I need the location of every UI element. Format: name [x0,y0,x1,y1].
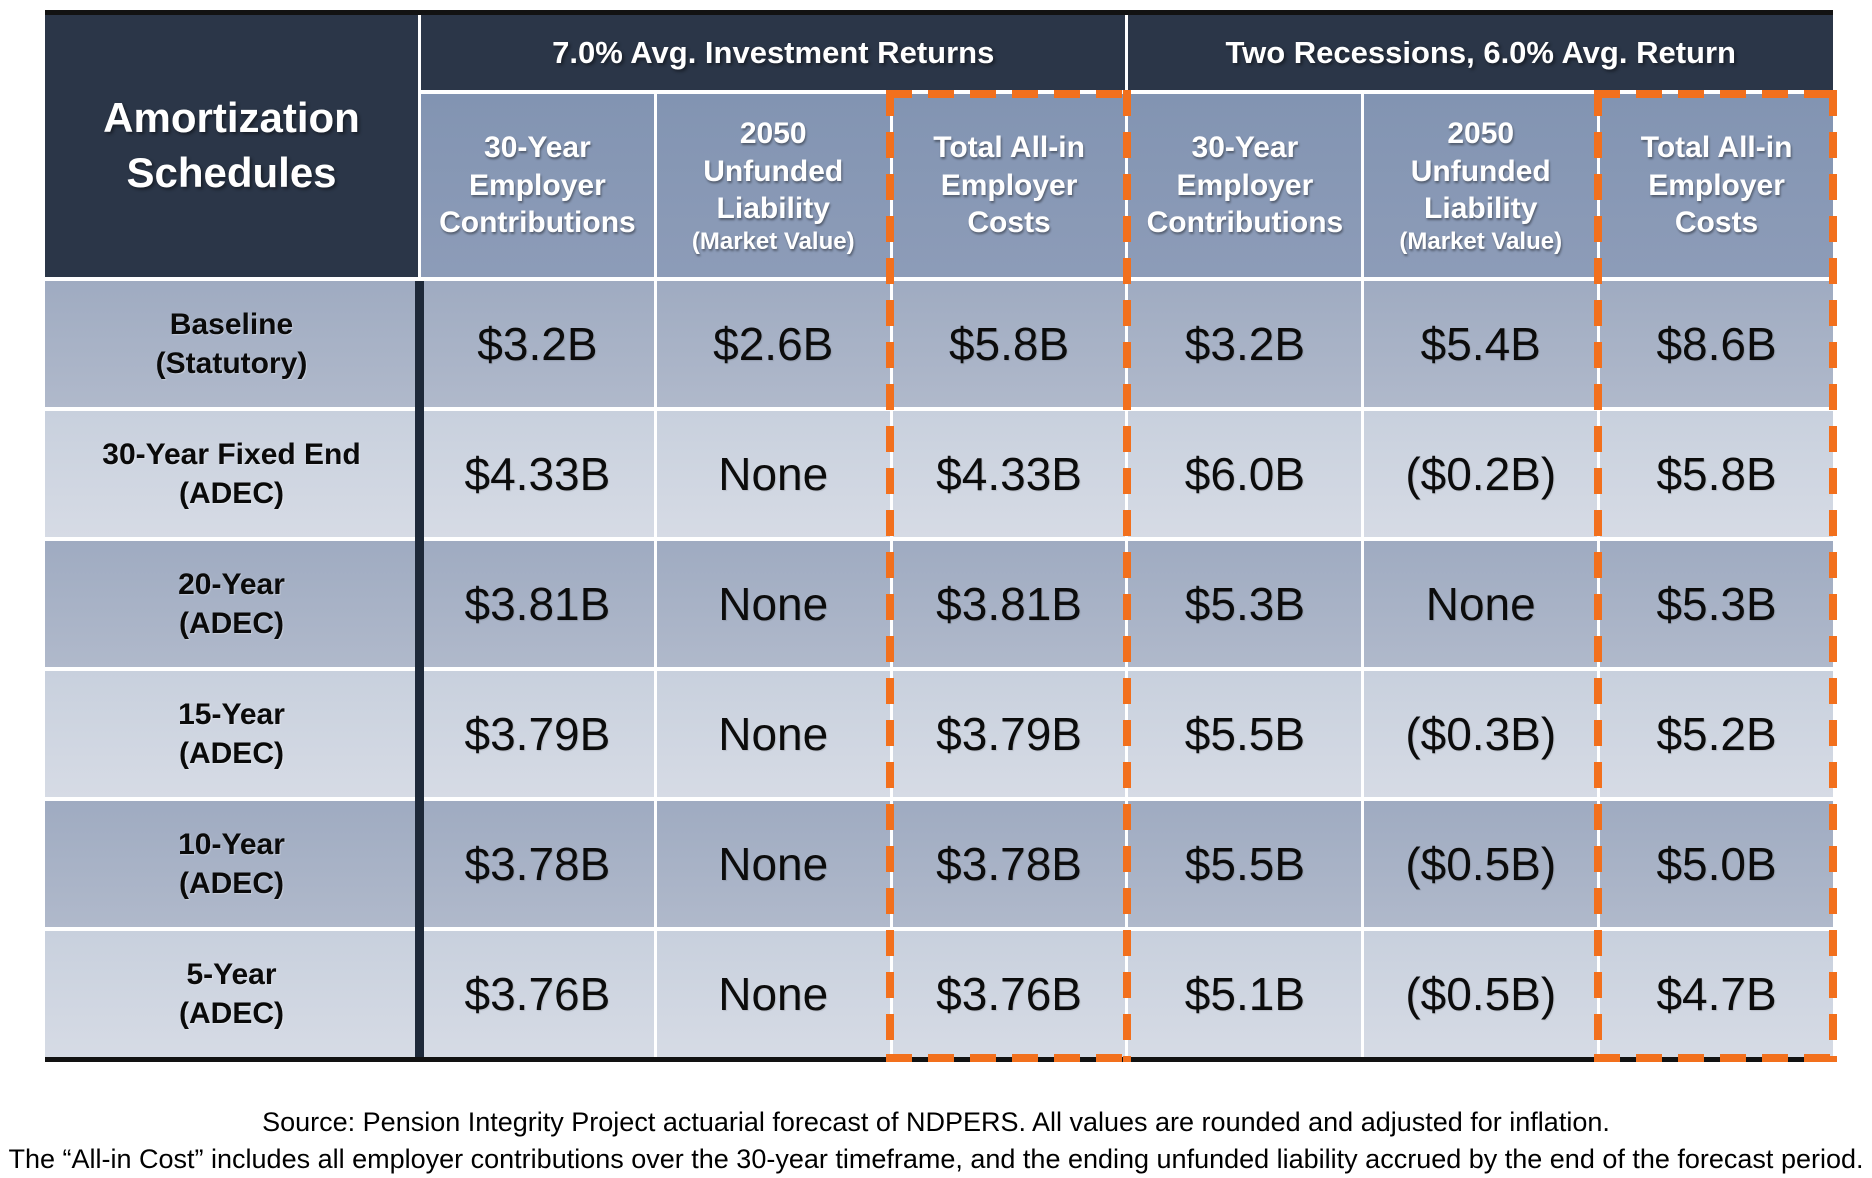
value-cell: None [656,541,890,667]
col-header-title: Total All-in Employer Costs [933,131,1085,240]
value-cell: None [656,801,890,927]
col-header-total-allin-7pct: Total All-in Employer Costs [892,94,1126,277]
value-cell: $3.79B [421,671,654,797]
source-note: Source: Pension Integrity Project actuar… [262,1107,1610,1137]
col-header-subtitle: (Market Value) [691,227,855,255]
col-header-title: 2050 Unfunded Liability [703,117,844,226]
col-header-title: 30-Year Employer Contributions [439,131,636,240]
all-in-cost-note: The “All-in Cost” includes all employer … [8,1144,1864,1174]
value-cell: None [656,931,890,1057]
value-cell: $4.33B [892,411,1126,537]
row-label-10yr: 10-Year (ADEC) [45,801,418,927]
value-cell: $5.8B [1600,411,1833,537]
value-cell: ($0.5B) [1364,931,1598,1057]
value-cell: $5.1B [1128,931,1362,1057]
col-header-title: 2050 Unfunded Liability [1410,117,1551,226]
amortization-schedules-table: Amortization Schedules 7.0% Avg. Investm… [45,10,1837,1062]
col-header-title: Total All-in Employer Costs [1640,131,1793,240]
value-cell: ($0.2B) [1364,411,1598,537]
value-cell: $6.0B [1128,411,1362,537]
value-cell: $3.76B [892,931,1126,1057]
col-header-2050-liability-recessions: 2050 Unfunded Liability (Market Value) [1364,94,1598,277]
value-cell: $5.3B [1128,541,1362,667]
row-header-divider [415,281,424,1057]
value-cell: None [1364,541,1598,667]
value-cell: $8.6B [1600,281,1833,407]
row-label-20yr: 20-Year (ADEC) [45,541,418,667]
table-corner-title: Amortization Schedules [45,15,418,277]
value-cell: None [656,411,890,537]
value-cell: $5.3B [1600,541,1833,667]
value-cell: $5.0B [1600,801,1833,927]
col-header-subtitle: (Market Value) [1399,227,1563,255]
group-header-7pct-returns: 7.0% Avg. Investment Returns [421,15,1126,90]
value-cell: $3.2B [421,281,654,407]
group-header-two-recessions: Two Recessions, 6.0% Avg. Return [1128,15,1833,90]
table-bottom-border [45,1057,1833,1062]
col-header-2050-liability-7pct: 2050 Unfunded Liability (Market Value) [656,94,890,277]
value-cell: $5.5B [1128,671,1362,797]
col-header-30yr-contributions-7pct: 30-Year Employer Contributions [421,94,654,277]
table-grid: Amortization Schedules 7.0% Avg. Investm… [45,15,1833,1057]
value-cell: $4.7B [1600,931,1833,1057]
col-header-30yr-contributions-recessions: 30-Year Employer Contributions [1128,94,1362,277]
value-cell: None [656,671,890,797]
value-cell: $5.2B [1600,671,1833,797]
value-cell: $3.76B [421,931,654,1057]
value-cell: $3.78B [892,801,1126,927]
row-label-5yr: 5-Year (ADEC) [45,931,418,1057]
value-cell: $5.5B [1128,801,1362,927]
value-cell: $3.81B [421,541,654,667]
col-header-title: 30-Year Employer Contributions [1146,131,1344,240]
value-cell: $3.81B [892,541,1126,667]
value-cell: ($0.5B) [1364,801,1598,927]
value-cell: $3.2B [1128,281,1362,407]
row-label-30yr-fixed-end: 30-Year Fixed End (ADEC) [45,411,418,537]
value-cell: ($0.3B) [1364,671,1598,797]
value-cell: $3.79B [892,671,1126,797]
col-header-total-allin-recessions: Total All-in Employer Costs [1600,94,1833,277]
value-cell: $4.33B [421,411,654,537]
value-cell: $5.4B [1364,281,1598,407]
row-label-baseline: Baseline (Statutory) [45,281,418,407]
value-cell: $3.78B [421,801,654,927]
table-top-border [45,10,1833,15]
footnote: Source: Pension Integrity Project actuar… [0,1104,1872,1178]
value-cell: $2.6B [656,281,890,407]
value-cell: $5.8B [892,281,1126,407]
row-label-15yr: 15-Year (ADEC) [45,671,418,797]
